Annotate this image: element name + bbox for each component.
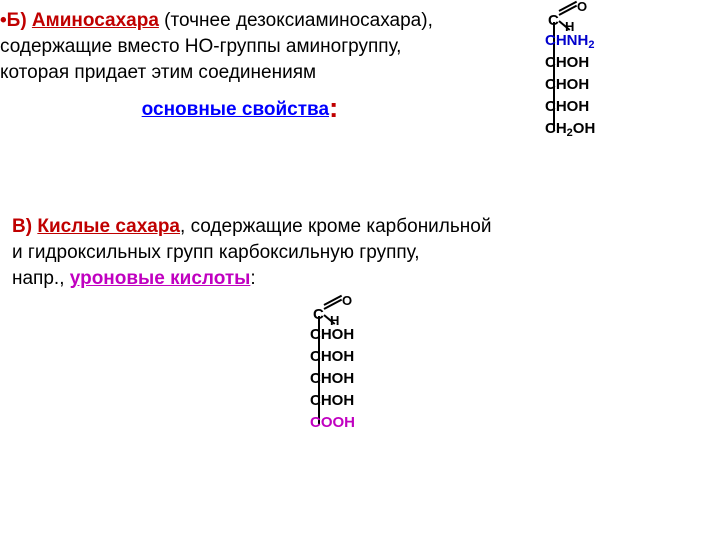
section-b-line1: •Б) Аминосахара (точнее дезоксиаминосаха…	[0, 8, 480, 34]
section-c-line1: В) Кислые сахара, содержащие кроме карбо…	[12, 214, 572, 240]
formula-aminosugar: C H O CHNH2 CHOH CHOH CHOH CH2OH	[545, 2, 595, 140]
row-c4: CHOH	[310, 390, 355, 412]
section-c: В) Кислые сахара, содержащие кроме карбо…	[12, 214, 572, 292]
section-b-line3: которая придает этим соединениям	[0, 60, 480, 86]
label-b: Б)	[7, 10, 27, 31]
row-c2: CHOH	[310, 346, 355, 368]
napr: напр.,	[12, 268, 70, 289]
aldehyde-o2: O	[342, 290, 352, 312]
section-b: •Б) Аминосахара (точнее дезоксиаминосаха…	[0, 8, 480, 124]
section-c-line3: напр., уроновые кислоты:	[12, 266, 572, 292]
amino-title: Аминосахара	[32, 10, 159, 31]
colon-b: :	[329, 92, 338, 123]
aldehyde-c-group: C H O	[310, 296, 355, 324]
acid-title: Кислые сахара	[37, 216, 180, 237]
main-prop-line: основные свойства:	[0, 92, 480, 124]
colon-c: :	[250, 268, 255, 289]
section-c-line2: и гидроксильных групп карбоксильную груп…	[12, 240, 572, 266]
label-c: В)	[12, 216, 32, 237]
uronic: уроновые кислоты	[70, 268, 251, 289]
rest1: (точнее дезоксиаминосахара),	[159, 10, 433, 31]
row-c5: COOH	[310, 412, 355, 434]
row-b2: CHOH	[545, 52, 595, 74]
main-prop: основные свойства	[142, 99, 329, 120]
row-c1: CHOH	[310, 324, 355, 346]
restc1: , содержащие кроме карбонильной	[180, 216, 491, 237]
row-c3: CHOH	[310, 368, 355, 390]
aldehyde-o: O	[577, 0, 587, 18]
row-b1: CHNH2	[545, 30, 595, 52]
row-b5: CH2OH	[545, 118, 595, 140]
formula-uronic: C H O CHOH CHOH CHOH CHOH COOH	[310, 296, 355, 434]
row-b3: CHOH	[545, 74, 595, 96]
bullet: •	[0, 10, 7, 31]
section-b-line2: содержащие вместо НО-группы аминогруппу,	[0, 34, 480, 60]
row-b4: CHOH	[545, 96, 595, 118]
